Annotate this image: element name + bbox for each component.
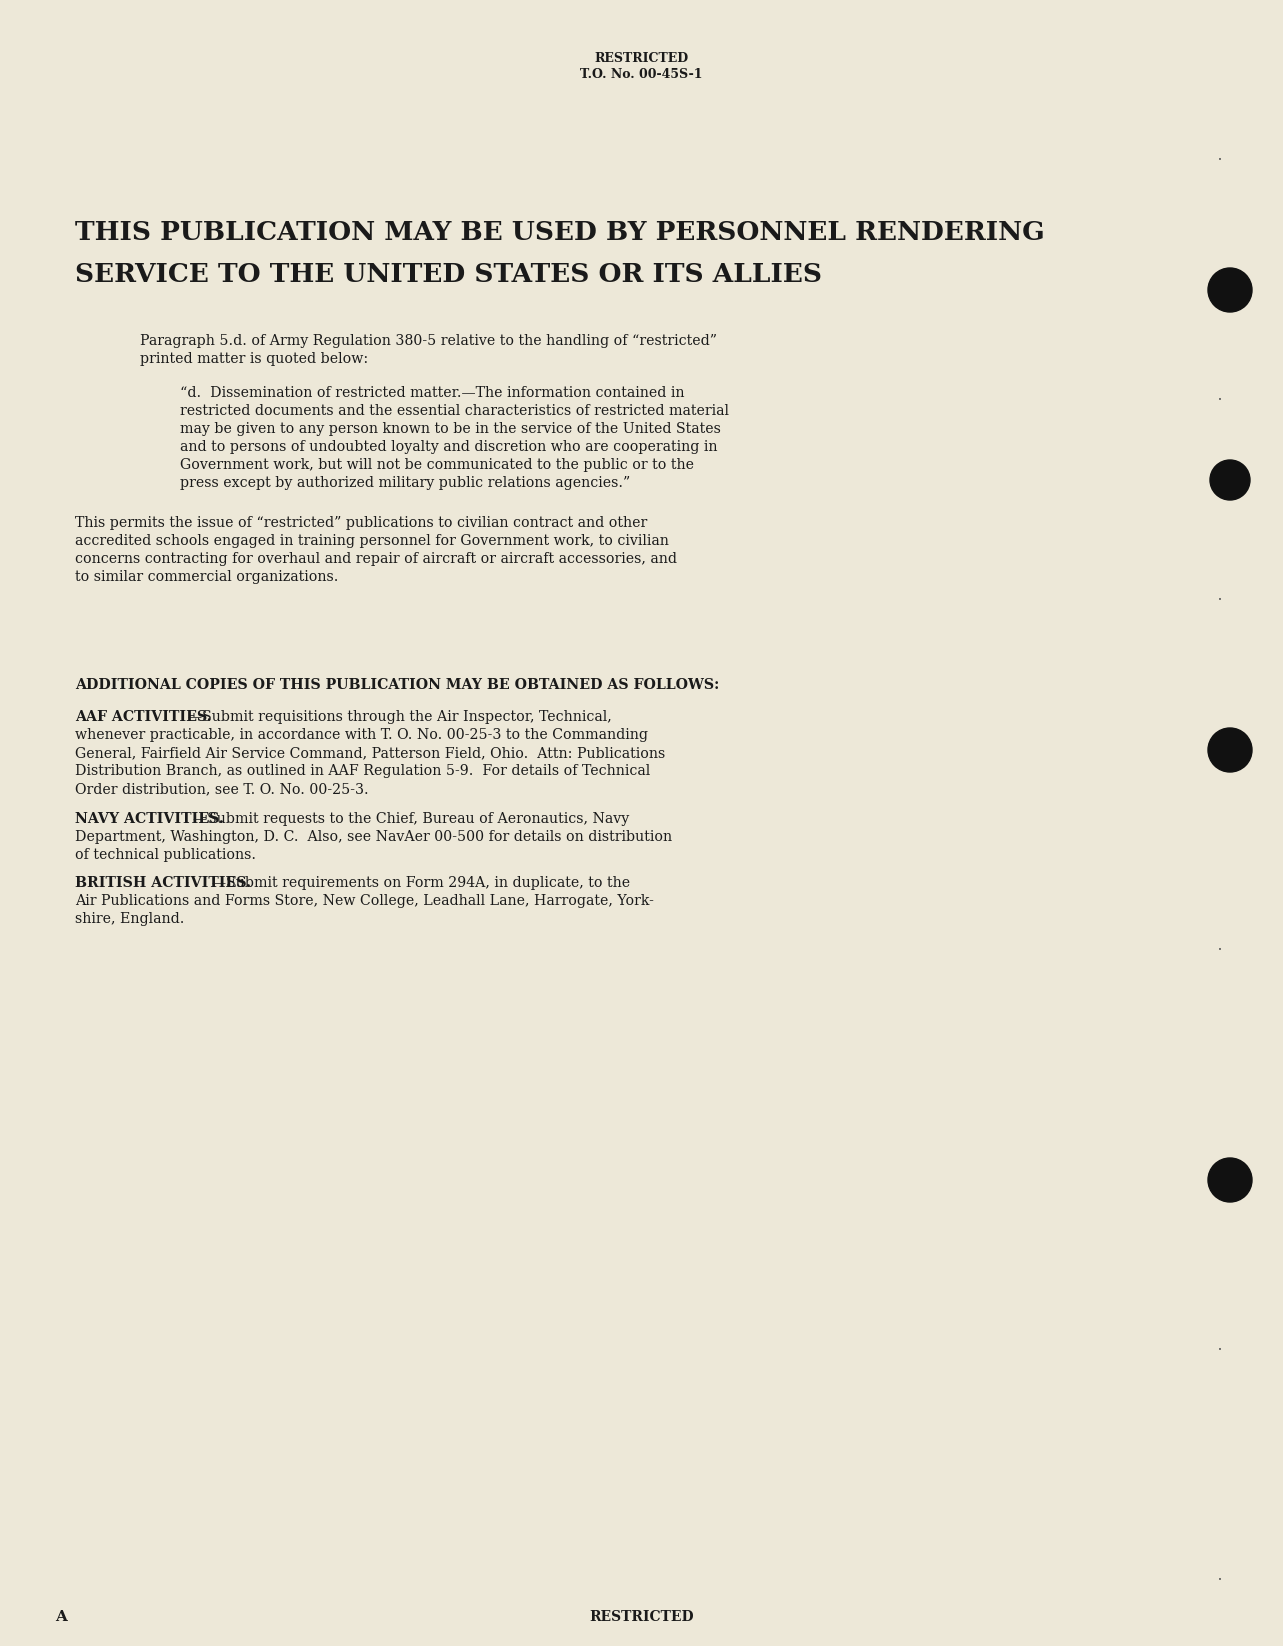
Text: Distribution Branch, as outlined in AAF Regulation 5-9.  For details of Technica: Distribution Branch, as outlined in AAF … bbox=[74, 764, 650, 779]
Ellipse shape bbox=[1210, 459, 1250, 500]
Text: and to persons of undoubted loyalty and discretion who are cooperating in: and to persons of undoubted loyalty and … bbox=[180, 439, 717, 454]
Text: A: A bbox=[55, 1610, 67, 1625]
Text: RESTRICTED: RESTRICTED bbox=[594, 53, 689, 64]
Text: press except by authorized military public relations agencies.”: press except by authorized military publ… bbox=[180, 476, 630, 491]
Text: Department, Washington, D. C.  Also, see NavAer 00-500 for details on distributi: Department, Washington, D. C. Also, see … bbox=[74, 830, 672, 844]
Ellipse shape bbox=[1209, 1159, 1252, 1202]
Text: concerns contracting for overhaul and repair of aircraft or aircraft accessories: concerns contracting for overhaul and re… bbox=[74, 551, 677, 566]
Text: “d.  Dissemination of restricted matter.—The information contained in: “d. Dissemination of restricted matter.—… bbox=[180, 387, 685, 400]
Text: Paragraph 5.d. of Army Regulation 380-5 relative to the handling of “restricted”: Paragraph 5.d. of Army Regulation 380-5 … bbox=[140, 334, 717, 347]
Text: •: • bbox=[1218, 397, 1221, 403]
Text: —Submit requirements on Form 294A, in duplicate, to the: —Submit requirements on Form 294A, in du… bbox=[212, 876, 630, 890]
Text: to similar commercial organizations.: to similar commercial organizations. bbox=[74, 570, 339, 584]
Text: NAVY ACTIVITIES.: NAVY ACTIVITIES. bbox=[74, 811, 223, 826]
Text: Government work, but will not be communicated to the public or to the: Government work, but will not be communi… bbox=[180, 458, 694, 472]
Text: AAF ACTIVITIES.: AAF ACTIVITIES. bbox=[74, 709, 212, 724]
Text: restricted documents and the essential characteristics of restricted material: restricted documents and the essential c… bbox=[180, 403, 729, 418]
Text: ADDITIONAL COPIES OF THIS PUBLICATION MAY BE OBTAINED AS FOLLOWS:: ADDITIONAL COPIES OF THIS PUBLICATION MA… bbox=[74, 678, 720, 691]
Text: •: • bbox=[1218, 1577, 1221, 1583]
Text: Order distribution, see T. O. No. 00-25-3.: Order distribution, see T. O. No. 00-25-… bbox=[74, 782, 368, 797]
Text: General, Fairfield Air Service Command, Patterson Field, Ohio.  Attn: Publicatio: General, Fairfield Air Service Command, … bbox=[74, 746, 666, 760]
Text: of technical publications.: of technical publications. bbox=[74, 848, 257, 863]
Text: may be given to any person known to be in the service of the United States: may be given to any person known to be i… bbox=[180, 421, 721, 436]
Ellipse shape bbox=[1209, 268, 1252, 313]
Text: accredited schools engaged in training personnel for Government work, to civilia: accredited schools engaged in training p… bbox=[74, 533, 668, 548]
Text: •: • bbox=[1218, 946, 1221, 953]
Text: RESTRICTED: RESTRICTED bbox=[589, 1610, 694, 1625]
Text: T.O. No. 00-45S-1: T.O. No. 00-45S-1 bbox=[580, 67, 703, 81]
Text: This permits the issue of “restricted” publications to civilian contract and oth: This permits the issue of “restricted” p… bbox=[74, 515, 647, 530]
Text: —Submit requests to the Chief, Bureau of Aeronautics, Navy: —Submit requests to the Chief, Bureau of… bbox=[192, 811, 629, 826]
Text: THIS PUBLICATION MAY BE USED BY PERSONNEL RENDERING: THIS PUBLICATION MAY BE USED BY PERSONNE… bbox=[74, 221, 1044, 245]
Text: •: • bbox=[1218, 156, 1221, 163]
Text: •: • bbox=[1218, 1346, 1221, 1353]
Text: whenever practicable, in accordance with T. O. No. 00-25-3 to the Commanding: whenever practicable, in accordance with… bbox=[74, 728, 648, 742]
Text: SERVICE TO THE UNITED STATES OR ITS ALLIES: SERVICE TO THE UNITED STATES OR ITS ALLI… bbox=[74, 262, 822, 286]
Text: —Submit requisitions through the Air Inspector, Technical,: —Submit requisitions through the Air Ins… bbox=[189, 709, 612, 724]
Text: •: • bbox=[1218, 597, 1221, 602]
Text: shire, England.: shire, England. bbox=[74, 912, 185, 927]
Ellipse shape bbox=[1209, 728, 1252, 772]
Text: printed matter is quoted below:: printed matter is quoted below: bbox=[140, 352, 368, 365]
Text: Air Publications and Forms Store, New College, Leadhall Lane, Harrogate, York-: Air Publications and Forms Store, New Co… bbox=[74, 894, 654, 909]
Text: BRITISH ACTIVITIES.: BRITISH ACTIVITIES. bbox=[74, 876, 251, 890]
